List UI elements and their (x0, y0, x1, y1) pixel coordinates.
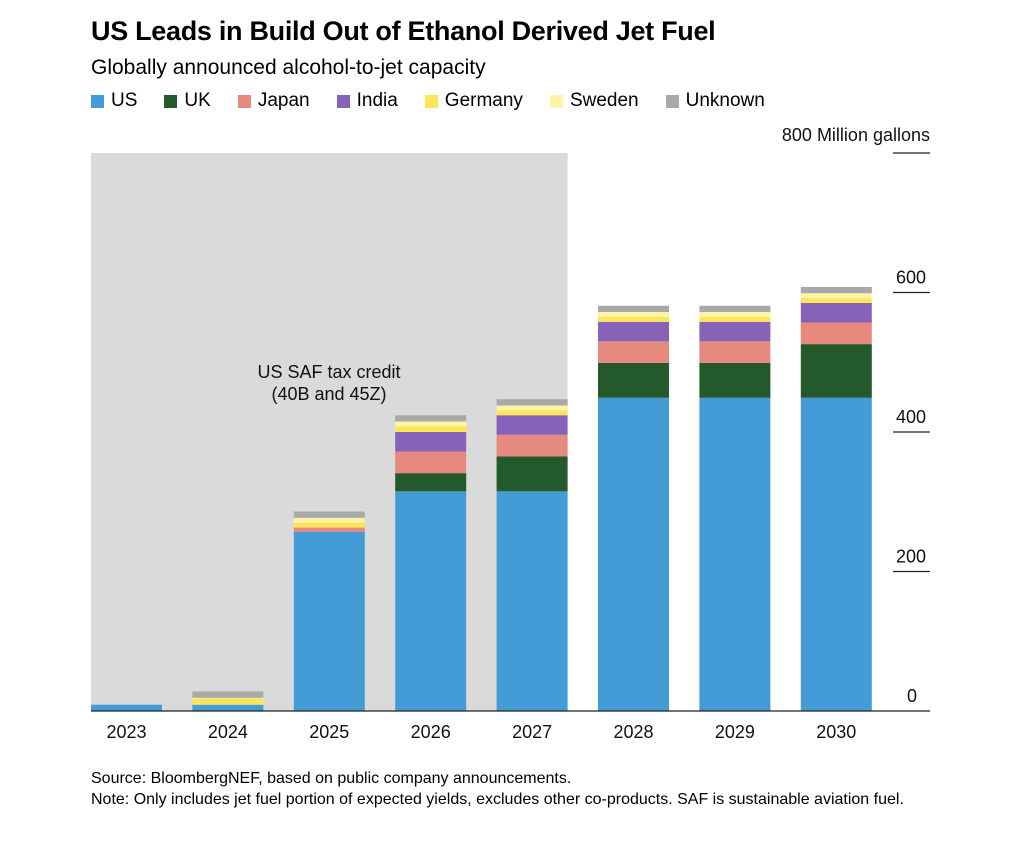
x-tick-label: 2027 (512, 722, 552, 742)
bar-segment-unknown-2030 (800, 286, 872, 294)
y-tick-label: 600 (896, 268, 926, 288)
chart-title: US Leads in Build Out of Ethanol Derived… (91, 16, 716, 46)
bar-segment-us-2026 (395, 491, 467, 711)
legend-swatch (336, 94, 350, 108)
bar-segment-germany-2029 (699, 316, 771, 322)
bar-segment-uk-2027 (496, 456, 568, 492)
bar-segment-us-2027 (496, 491, 568, 711)
shaded-region-label: (40B and 45Z) (271, 384, 386, 404)
bar-segment-unknown-2027 (496, 399, 568, 406)
legend-item-us: US (91, 90, 137, 112)
bar-segment-us-2029 (699, 397, 771, 711)
legend-label: India (356, 90, 398, 111)
bar-segment-unknown-2029 (699, 305, 771, 313)
legend-item-india: India (336, 90, 398, 112)
legend-item-uk: UK (164, 90, 211, 112)
legend-label: Japan (257, 90, 310, 111)
bar-segment-unknown-2026 (395, 415, 467, 422)
bar-segment-sweden-2024 (192, 697, 264, 699)
y-tick-label: 0 (907, 686, 917, 706)
legend-label: Germany (444, 90, 523, 111)
shaded-region-label: US SAF tax credit (257, 362, 400, 382)
bar-segment-japan-2030 (800, 322, 872, 345)
bar-segment-us-2030 (800, 397, 872, 711)
bar-segment-japan-2026 (395, 451, 467, 474)
bar-segment-sweden-2027 (496, 405, 568, 411)
legend-label: US (111, 90, 138, 111)
legend-item-sweden: Sweden (549, 90, 639, 112)
footnote: Note: Only includes jet fuel portion of … (91, 791, 904, 808)
bar-segment-sweden-2028 (598, 312, 669, 317)
legend-swatch (91, 94, 104, 108)
bar-segment-sweden-2026 (395, 421, 467, 427)
legend-swatch (665, 94, 679, 108)
bar-segment-us-2023 (91, 704, 162, 711)
legend-swatch (549, 94, 563, 108)
bar-segment-germany-2024 (192, 698, 264, 705)
bar-segment-sweden-2030 (800, 293, 872, 299)
stacked-bar-chart: US SAF tax credit(40B and 45Z) 2023 2024 20… (91, 125, 930, 742)
bar-segment-germany-2027 (496, 410, 568, 416)
bar-segment-us-2028 (598, 397, 669, 711)
chart-subtitle: Globally announced alcohol-to-jet capaci… (91, 56, 486, 79)
bar-segment-unknown-2025 (293, 511, 365, 518)
bar-segment-uk-2028 (598, 362, 669, 398)
bar-segment-japan-2027 (496, 434, 568, 457)
bar-segment-uk-2030 (800, 344, 872, 398)
bar-segment-india-2028 (598, 321, 669, 342)
x-tick-label: 2023 (106, 722, 146, 742)
chart-legend: US UK Japan India Germany Sweden Unknown (91, 90, 792, 112)
bar-segment-japan-2028 (598, 341, 669, 363)
chart-footer: Source: BloombergNEF, based on public co… (91, 768, 931, 810)
x-tick-label: 2030 (816, 722, 856, 742)
bar-segment-us-2024 (192, 704, 264, 711)
legend-swatch (424, 94, 438, 108)
bar-segment-germany-2026 (395, 426, 467, 432)
bar-segment-india-2029 (699, 321, 771, 342)
bar-segment-unknown-2028 (598, 305, 669, 313)
y-tick-label: 400 (896, 407, 926, 427)
legend-label: Sweden (569, 90, 639, 111)
bar-segment-uk-2029 (699, 362, 771, 398)
bar-segment-india-2030 (800, 302, 872, 323)
y-tick-label: 200 (896, 547, 926, 567)
bar-segment-unknown-2024 (192, 691, 264, 698)
legend-swatch (164, 94, 178, 108)
bar-segment-sweden-2025 (293, 517, 365, 523)
bar-segment-us-2025 (293, 531, 365, 711)
x-tick-label: 2026 (411, 722, 451, 742)
bar-segment-germany-2028 (598, 316, 669, 322)
bar-segment-germany-2030 (800, 298, 872, 303)
x-tick-label: 2025 (309, 722, 349, 742)
bar-segment-sweden-2029 (699, 312, 771, 317)
bar-segment-uk-2026 (395, 473, 467, 492)
legend-item-germany: Germany (424, 90, 523, 112)
bar-segment-germany-2025 (293, 522, 365, 528)
legend-item-unknown: Unknown (665, 90, 765, 112)
x-tick-label: 2029 (715, 722, 755, 742)
x-tick-label: 2028 (613, 722, 653, 742)
y-axis-unit-label: 800 Million gallons (782, 125, 930, 145)
source-note: Source: BloombergNEF, based on public co… (91, 770, 572, 787)
bar-segment-india-2026 (395, 432, 467, 452)
legend-label: Unknown (685, 90, 765, 111)
legend-item-japan: Japan (237, 90, 310, 112)
bar-segment-japan-2025 (293, 527, 365, 532)
legend-label: UK (184, 90, 211, 111)
x-tick-label: 2024 (208, 722, 248, 742)
bar-segment-japan-2029 (699, 341, 771, 363)
legend-swatch (237, 94, 251, 108)
bar-segment-india-2027 (496, 415, 568, 435)
